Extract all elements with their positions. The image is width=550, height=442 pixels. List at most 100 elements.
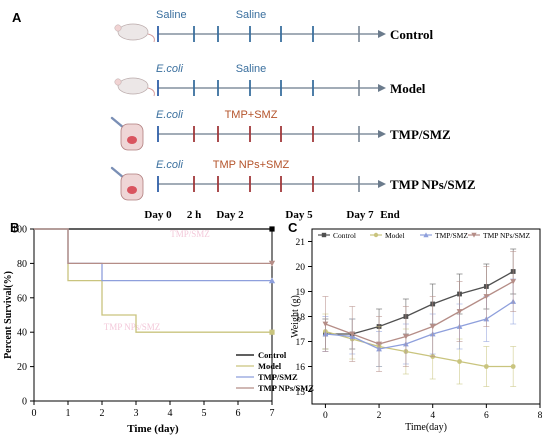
group-label: Model bbox=[390, 81, 426, 96]
y-tick-label: 100 bbox=[12, 225, 27, 236]
series-line bbox=[325, 330, 514, 368]
regimen-label: TMP+SMZ bbox=[225, 109, 278, 121]
y-tick-label: 18 bbox=[296, 313, 306, 323]
x-tick-label: 7 bbox=[270, 408, 275, 419]
panel-a-letter: A bbox=[12, 10, 22, 25]
series-line-tmp-nps-smz bbox=[34, 228, 272, 265]
mouse-tail-icon bbox=[147, 33, 155, 43]
y-tick-label: 60 bbox=[17, 293, 27, 304]
syringe-icon bbox=[110, 116, 126, 130]
x-tick-label: 0 bbox=[32, 408, 37, 419]
panel-c-weight-chart: C 0 2 4 6 8 15 16 17 18 19 20 21 Time(day) Weight (g) C… bbox=[288, 220, 543, 433]
x-tick-label: 1 bbox=[66, 408, 71, 419]
group-label: Control bbox=[390, 27, 433, 42]
regimen-label: Saline bbox=[236, 9, 267, 21]
y-tick-label: 20 bbox=[296, 263, 306, 273]
data-point bbox=[483, 294, 490, 300]
series-marker-model bbox=[269, 329, 275, 335]
data-point bbox=[483, 364, 489, 369]
mouse-icon bbox=[117, 77, 149, 95]
mouse-tail-icon bbox=[147, 87, 155, 97]
x-tick-label: 3 bbox=[134, 408, 139, 419]
x-tick-label: 2 bbox=[377, 411, 382, 421]
arrow-icon bbox=[378, 130, 386, 138]
group-label: TMP NPs/SMZ bbox=[390, 177, 476, 192]
x-tick-label: 4 bbox=[430, 411, 435, 421]
timeline-label-day-5: Day 5 bbox=[285, 209, 313, 221]
mouse-ear-icon bbox=[114, 24, 122, 32]
series-line bbox=[325, 300, 514, 350]
arrow-icon bbox=[378, 180, 386, 188]
series-line bbox=[325, 270, 514, 335]
x-axis-label: Time (day) bbox=[127, 423, 179, 435]
x-tick-label: 5 bbox=[202, 408, 207, 419]
data-point bbox=[457, 359, 462, 364]
x-tick-label: 4 bbox=[168, 408, 173, 419]
protocol-row-tmp-nps-smz: E.coli TMP NPs+SMZ TMP NPs/SMZ bbox=[110, 159, 476, 201]
infection-site-icon bbox=[127, 186, 137, 194]
plot-frame bbox=[311, 228, 541, 405]
panel-b-letter: B bbox=[10, 220, 19, 235]
x-tick-label: 6 bbox=[484, 411, 489, 421]
series-line-tmp-smz bbox=[34, 228, 272, 282]
data-point bbox=[456, 309, 463, 315]
legend-marker-tmp-nps-smz bbox=[471, 232, 477, 238]
y-tick-label: 21 bbox=[296, 238, 306, 248]
y-axis-label: Weight (g) bbox=[290, 295, 301, 338]
first-treatment-label: E.coli bbox=[156, 159, 183, 171]
first-treatment-label: Saline bbox=[156, 9, 187, 21]
timeline-day-labels: Day 0 2 h Day 2 Day 5 Day 7 End bbox=[144, 209, 399, 221]
syringe-icon bbox=[110, 166, 126, 180]
y-tick-label: 0 bbox=[22, 397, 27, 408]
y-tick-label: 19 bbox=[296, 288, 306, 298]
x-tick-label: 8 bbox=[538, 411, 543, 421]
y-tick-label: 20 bbox=[17, 362, 27, 373]
y-tick-label: 17 bbox=[296, 338, 306, 348]
mouse-ear-icon bbox=[114, 78, 122, 86]
y-tick-label: 40 bbox=[17, 328, 27, 339]
mouse-icon bbox=[117, 23, 149, 41]
timeline-label-end: End bbox=[380, 209, 400, 221]
legend-label-tmp-smz: TMP/SMZ bbox=[435, 231, 468, 240]
data-point bbox=[403, 334, 409, 340]
legend-label-tmp-nps-smz: TMP NPs/SMZ bbox=[258, 383, 314, 393]
series-model bbox=[322, 313, 517, 387]
timeline-label-day-7: Day 7 bbox=[346, 209, 374, 221]
legend-label-model: Model bbox=[258, 361, 282, 371]
group-label: TMP/SMZ bbox=[390, 127, 451, 142]
x-tick-label: 0 bbox=[323, 411, 328, 421]
data-point bbox=[510, 364, 516, 369]
first-treatment-label: E.coli bbox=[156, 109, 183, 121]
data-point bbox=[510, 279, 517, 285]
y-tick-label: 80 bbox=[17, 259, 27, 270]
panel-c-letter: C bbox=[288, 220, 298, 235]
first-treatment-label: E.coli bbox=[156, 63, 183, 75]
protocol-row-control: Saline Saline Control bbox=[114, 9, 433, 43]
faint-overlay-label: TMP NPs/SMZ bbox=[104, 322, 160, 332]
protocol-row-model: E.coli Saline Model bbox=[114, 63, 426, 97]
regimen-label: TMP NPs+SMZ bbox=[213, 159, 290, 171]
data-point bbox=[349, 331, 356, 337]
protocol-row-tmp-smz: E.coli TMP+SMZ TMP/SMZ bbox=[110, 109, 451, 151]
legend-label-tmp-smz: TMP/SMZ bbox=[258, 372, 298, 382]
arrow-icon bbox=[378, 84, 386, 92]
legend-label-model: Model bbox=[385, 231, 405, 240]
infection-site-icon bbox=[127, 136, 137, 144]
legend-label-control: Control bbox=[333, 231, 356, 240]
legend-marker-tmp-smz bbox=[423, 232, 429, 238]
legend-marker-control bbox=[321, 232, 327, 238]
legend-marker-model bbox=[373, 232, 379, 238]
timeline-label-2-h: 2 h bbox=[187, 209, 201, 221]
regimen-label: Saline bbox=[236, 63, 267, 75]
arrow-icon bbox=[378, 30, 386, 38]
series-marker-tmp-smz bbox=[268, 277, 276, 284]
faint-overlay-label: TMP/SMZ bbox=[170, 229, 210, 239]
x-tick-label: 2 bbox=[100, 408, 105, 419]
data-point bbox=[322, 321, 329, 327]
y-tick-label: 15 bbox=[296, 388, 306, 398]
series-marker-tmp-nps-smz bbox=[268, 260, 276, 267]
x-axis-label: Time(day) bbox=[405, 422, 447, 433]
series-line bbox=[325, 280, 514, 345]
